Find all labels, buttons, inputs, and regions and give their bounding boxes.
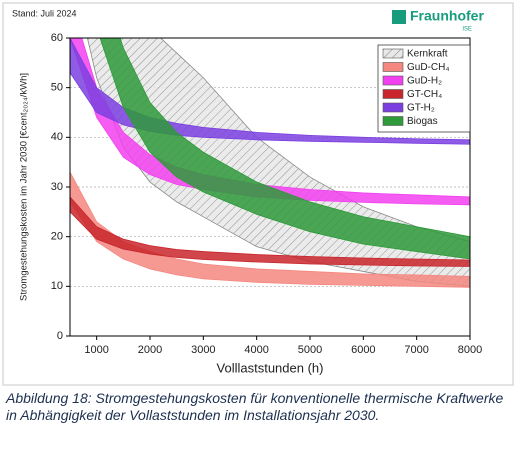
band-area [70,196,470,267]
logo-sub: ISE [462,27,472,33]
y-tick-label: 40 [51,131,63,143]
caption: Abbildung 18: Stromgestehungskosten für … [6,390,504,423]
legend-label: GT-CH₄ [407,89,442,100]
plot-border [69,37,471,337]
logo-icon [392,10,406,24]
legend-label: Kernkraft [407,49,448,60]
x-tick-label: 7000 [404,344,428,356]
x-axis-label: Volllaststunden (h) [217,360,324,375]
y-tick-label: 20 [51,231,63,243]
chart: Stand: Juli 2024 Fraunhofer ISE 0 10 20 30 4… [2,2,514,386]
legend-swatch [382,116,404,126]
y-tick-label: 30 [51,181,63,193]
x-tick-label: 2000 [138,344,162,356]
legend-swatch [382,102,404,113]
logo: Fraunhofer [410,8,484,24]
legend-swatch [382,48,404,59]
stand: Stand: Juli 2024 [12,8,77,18]
legend-label: GT-H₂ [407,103,435,114]
x-tick-label: 8000 [458,344,482,356]
legend-label: GuD-CH₄ [407,62,449,73]
legend-swatch [382,75,404,86]
x-tick-label: 6000 [351,344,375,356]
y-tick-label: 60 [51,32,63,44]
y-tick-label: 50 [51,82,63,94]
legend-swatch [382,62,404,72]
legend-swatch [382,89,404,99]
legend-label: GuD-H₂ [407,76,442,87]
band-area [99,38,470,260]
y-tick-label: 0 [57,330,63,342]
y-axis-label: Stromgestehungskosten im Jahr 2030 [€cen… [19,73,30,301]
x-tick-label: 4000 [244,344,268,356]
x-tick-label: 1000 [84,344,108,356]
y-tick-label: 10 [51,280,63,292]
bands [70,38,470,288]
x-tick-label: 3000 [191,344,215,356]
x-tick-label: 5000 [298,344,322,356]
legend-label: Biogas [407,116,438,127]
